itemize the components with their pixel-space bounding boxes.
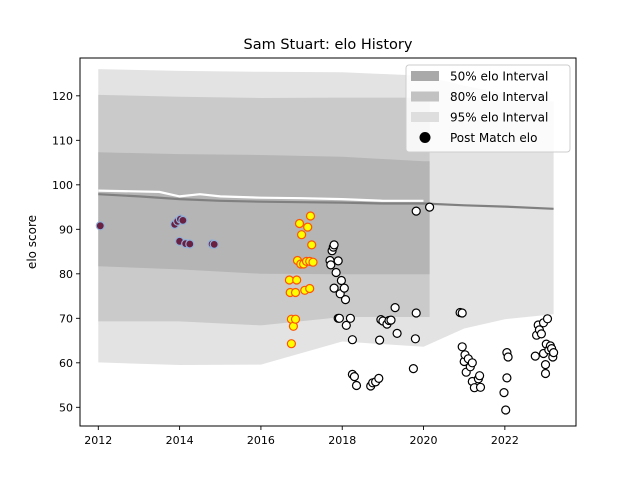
data-point <box>411 308 421 318</box>
data-point <box>333 256 343 266</box>
x-tick-label: 2018 <box>328 434 356 447</box>
legend-label: 50% elo Interval <box>450 70 548 84</box>
x-tick-label: 2022 <box>491 434 519 447</box>
data-point <box>339 283 349 293</box>
mean-elo-line <box>98 193 554 210</box>
plot-frame <box>79 57 577 427</box>
data-point <box>290 287 301 298</box>
legend: 50% elo Interval 80% elo Interval 95% elo … <box>405 64 571 153</box>
data-point <box>185 239 195 249</box>
data-point <box>341 320 351 330</box>
data-point <box>475 371 485 381</box>
data-point <box>530 351 540 361</box>
data-point <box>305 211 316 221</box>
x-tick-label: 2014 <box>166 434 194 447</box>
data-point <box>548 348 559 358</box>
upper-mean-line <box>98 189 424 202</box>
data-point <box>467 358 477 368</box>
data-point <box>390 303 400 313</box>
data-point <box>95 221 105 231</box>
data-point <box>308 257 318 267</box>
data-point <box>334 313 344 323</box>
data-point <box>345 313 355 323</box>
data-point <box>349 372 359 382</box>
data-point <box>294 218 305 229</box>
chart-title: Sam Stuart: elo History <box>244 37 413 53</box>
legend-label: 80% elo Interval <box>450 90 548 104</box>
legend-box <box>405 64 571 153</box>
data-point <box>540 360 551 370</box>
band-3 <box>98 152 430 275</box>
data-point <box>457 342 467 352</box>
y-tick-label: 100 <box>52 179 73 192</box>
data-point <box>329 283 339 293</box>
x-tick-label: 2012 <box>84 434 112 447</box>
data-point <box>536 329 547 339</box>
mean-elo-lines <box>98 189 554 210</box>
legend-swatch <box>411 71 439 81</box>
x-axis-ticks: 2012 2014 2016 2018 2020 2022 <box>84 426 519 447</box>
data-point <box>540 368 551 379</box>
data-point <box>331 267 341 278</box>
y-axis-ticks: 50 60 70 80 90 100 110 120 <box>52 90 80 414</box>
data-point <box>286 339 296 349</box>
post-match-points <box>95 202 559 415</box>
data-point <box>329 240 339 250</box>
legend-swatch <box>411 112 439 122</box>
legend-label: Post Match elo <box>450 131 537 145</box>
data-point <box>326 260 336 270</box>
data-point <box>347 335 357 345</box>
data-point <box>410 334 420 344</box>
data-point <box>209 239 219 249</box>
data-point <box>305 283 315 294</box>
data-point <box>475 382 486 392</box>
y-tick-label: 90 <box>59 223 73 236</box>
data-point <box>290 314 301 324</box>
y-tick-label: 80 <box>59 268 73 281</box>
data-point <box>336 275 346 286</box>
data-point <box>340 295 351 305</box>
data-point <box>303 222 313 232</box>
data-point <box>386 315 396 325</box>
data-point <box>392 328 402 338</box>
y-tick-label: 60 <box>59 357 73 370</box>
data-point <box>502 373 512 383</box>
data-point <box>351 380 362 391</box>
data-point <box>375 335 385 345</box>
legend-marker <box>419 132 431 143</box>
data-point <box>499 388 509 398</box>
data-point <box>425 202 435 212</box>
y-tick-label: 70 <box>59 312 73 325</box>
data-point <box>307 240 317 250</box>
data-point <box>542 314 553 324</box>
data-point <box>292 275 302 285</box>
data-point <box>374 373 384 383</box>
legend-label: 95% elo Interval <box>450 111 548 125</box>
y-tick-label: 110 <box>52 134 73 147</box>
x-tick-label: 2016 <box>247 434 275 447</box>
data-point <box>411 206 421 216</box>
data-point <box>178 215 188 225</box>
legend-swatch <box>411 91 439 102</box>
y-tick-label: 50 <box>59 401 73 414</box>
data-point <box>457 308 467 318</box>
data-point <box>503 352 513 362</box>
data-point <box>297 230 307 240</box>
x-tick-label: 2020 <box>410 434 438 447</box>
y-tick-label: 120 <box>52 90 73 103</box>
y-axis-label: elo score <box>25 215 39 269</box>
data-point <box>408 364 418 374</box>
data-point <box>501 405 511 415</box>
